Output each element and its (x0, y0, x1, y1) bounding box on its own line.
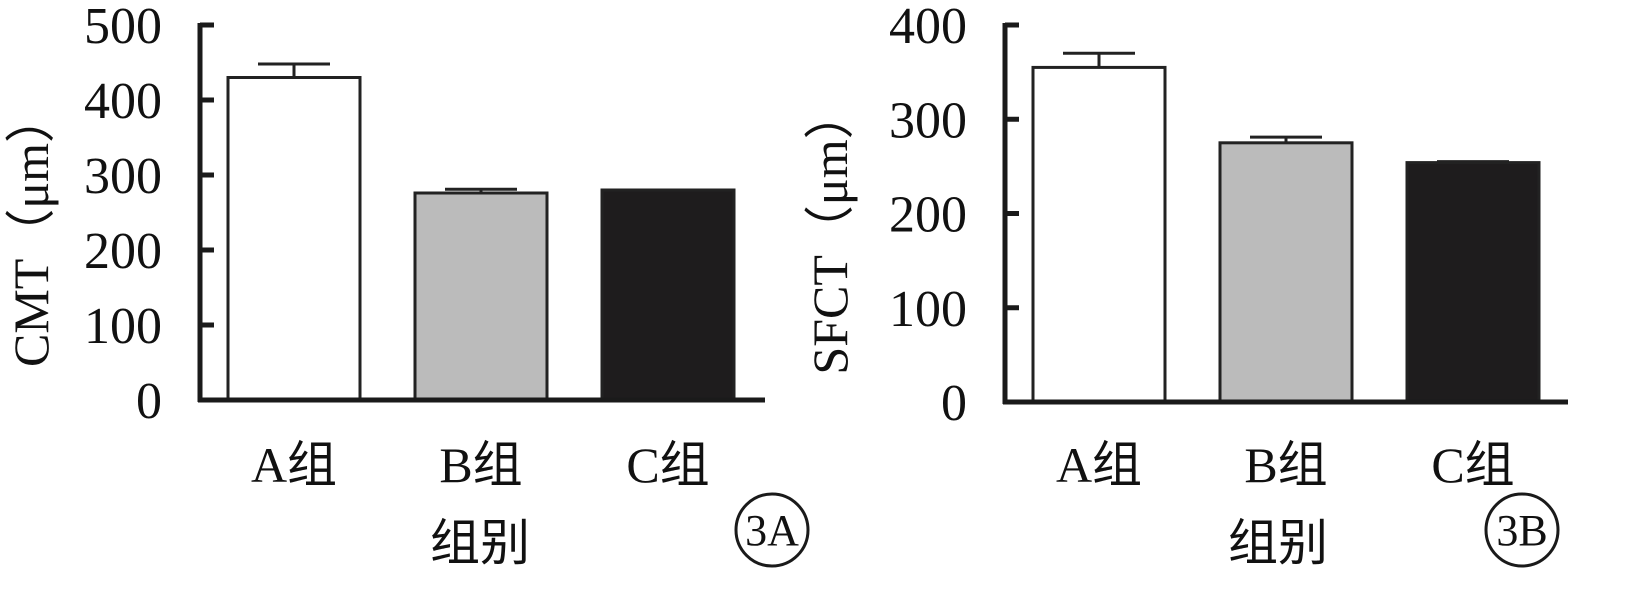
panel-label-circle-b (1484, 492, 1560, 568)
y-tick-label-b-2: 200 (889, 187, 967, 244)
panel-label-circle-a (734, 492, 810, 568)
chart-panel-a: 0 100 200 300 400 500 A组 B组 C组 CMT（μm） 组别 3A (3, 0, 810, 571)
y-tick-label-b-0: 0 (941, 375, 967, 432)
x-category-label-b-0: A组 (1056, 437, 1142, 493)
x-category-label-b-1: B组 (1244, 437, 1327, 493)
panel-label-a: 3A (745, 506, 799, 555)
x-category-label-a-0: A组 (251, 437, 337, 493)
panel-label-b: 3B (1496, 506, 1547, 555)
x-category-label-b-2: C组 (1431, 437, 1514, 493)
y-tick-label-b-3: 300 (889, 92, 967, 149)
bar-b-0 (1031, 65, 1167, 404)
y-tick-label-a-4: 400 (84, 73, 162, 130)
y-axis-label-a: CMT（μm） (3, 93, 59, 367)
y-tick-label-a-1: 100 (84, 298, 162, 355)
bar-a-1 (413, 191, 549, 402)
x-category-label-a-2: C组 (626, 437, 709, 493)
y-tick-label-a-0: 0 (136, 373, 162, 430)
x-axis-label-a: 组别 (430, 515, 530, 571)
y-tick-label-a-3: 300 (84, 148, 162, 205)
y-tick-label-b-1: 100 (889, 281, 967, 338)
bar-a-0 (226, 76, 362, 402)
y-tick-label-a-5: 500 (84, 0, 162, 55)
y-tick-label-a-2: 200 (84, 223, 162, 280)
x-axis-label-b: 组别 (1228, 515, 1328, 571)
chart-panel-b: 0 100 200 300 400 A组 B组 C组 SFCT（μm） 组别 3B (802, 0, 1568, 571)
bar-a-2 (600, 188, 736, 402)
bar-b-1 (1218, 141, 1354, 404)
y-axis-label-b: SFCT（μm） (802, 89, 858, 374)
x-category-label-a-1: B组 (439, 437, 522, 493)
y-tick-label-b-4: 400 (889, 0, 967, 55)
bar-b-2 (1405, 161, 1541, 404)
